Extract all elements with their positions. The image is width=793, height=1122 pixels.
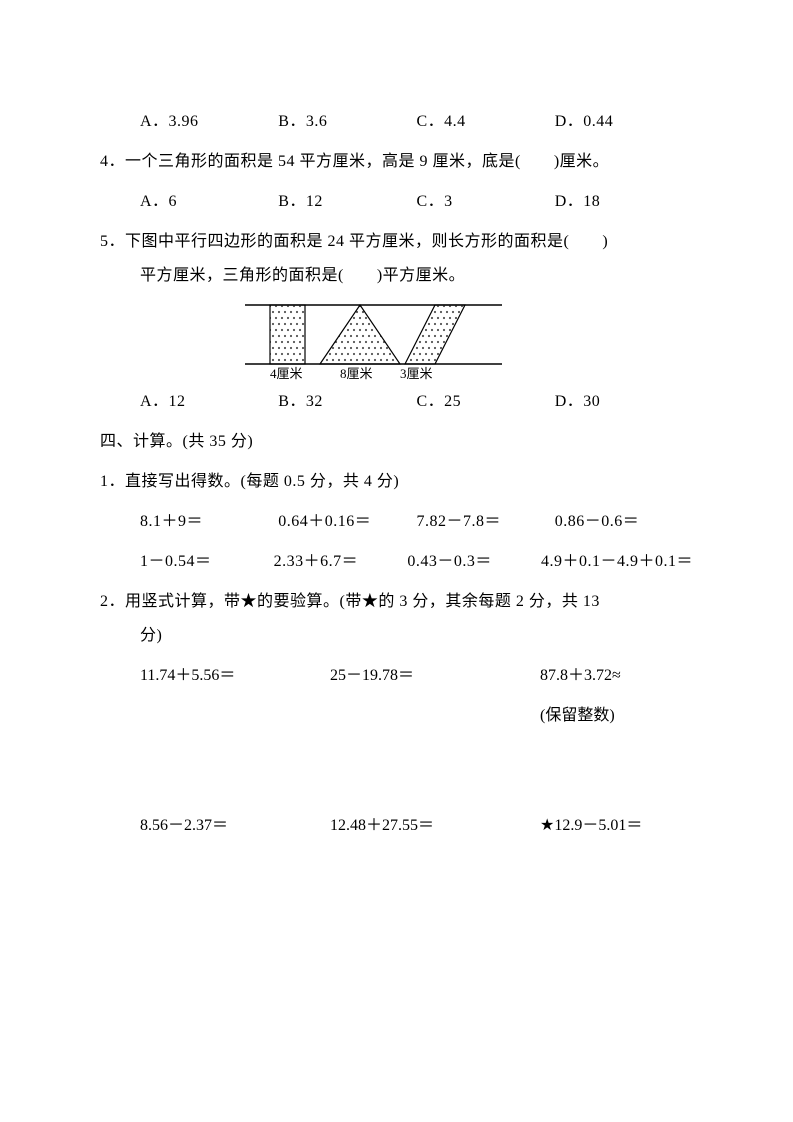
question-5-figure: 4厘米 8厘米 3厘米 bbox=[100, 304, 693, 384]
section-4-p2-heading-line1: 2．用竖式计算，带★的要验算。(带★的 3 分，其余每题 2 分，共 13 bbox=[100, 590, 693, 614]
expr: 8.56－2.37＝ bbox=[140, 814, 330, 838]
column-calc-row-2: 8.56－2.37＝ 12.48＋27.55＝ ★12.9－5.01＝ bbox=[100, 814, 693, 838]
question-5-text-line1: 5．下图中平行四边形的面积是 24 平方厘米，则长方形的面积是( ) bbox=[100, 230, 693, 254]
expr: 11.74＋5.56＝ bbox=[140, 664, 330, 688]
option-d: D．0.44 bbox=[555, 110, 693, 134]
section-4-p2-heading-line2: 分) bbox=[100, 624, 693, 648]
expr: 87.8＋3.72≈ bbox=[540, 664, 621, 688]
expr: 0.64＋0.16＝ bbox=[278, 510, 416, 534]
column-calc-row-1: 11.74＋5.56＝ 25－19.78＝ 87.8＋3.72≈ bbox=[100, 664, 693, 688]
svg-text:3厘米: 3厘米 bbox=[400, 366, 433, 381]
svg-text:4厘米: 4厘米 bbox=[270, 366, 303, 381]
option-c: C．25 bbox=[417, 390, 555, 414]
option-a: A．3.96 bbox=[140, 110, 278, 134]
expr: 7.82－7.8＝ bbox=[417, 510, 555, 534]
expr: 4.9＋0.1－4.9＋0.1＝ bbox=[541, 550, 693, 574]
expr: 8.1＋9＝ bbox=[140, 510, 278, 534]
expr: ★12.9－5.01＝ bbox=[540, 814, 642, 838]
option-b: B．3.6 bbox=[278, 110, 416, 134]
expr: 2.33＋6.7＝ bbox=[274, 550, 408, 574]
section-4-p1-heading: 1．直接写出得数。(每题 0.5 分，共 4 分) bbox=[100, 470, 693, 494]
expr: 0.86－0.6＝ bbox=[555, 510, 693, 534]
question-3-options: A．3.96 B．3.6 C．4.4 D．0.44 bbox=[100, 110, 693, 134]
work-space bbox=[100, 744, 693, 814]
option-b: B．12 bbox=[278, 190, 416, 214]
mental-calc-row-2: 1－0.54＝ 2.33＋6.7＝ 0.43－0.3＝ 4.9＋0.1－4.9＋… bbox=[100, 550, 693, 574]
rounding-note: (保留整数) bbox=[100, 704, 693, 728]
option-d: D．30 bbox=[555, 390, 693, 414]
question-4-options: A．6 B．12 C．3 D．18 bbox=[100, 190, 693, 214]
option-c: C．4.4 bbox=[417, 110, 555, 134]
question-5-options: A．12 B．32 C．25 D．30 bbox=[100, 390, 693, 414]
svg-text:8厘米: 8厘米 bbox=[340, 366, 373, 381]
option-a: A．6 bbox=[140, 190, 278, 214]
option-c: C．3 bbox=[417, 190, 555, 214]
question-4-text: 4．一个三角形的面积是 54 平方厘米，高是 9 厘米，底是( )厘米。 bbox=[100, 150, 693, 174]
expr: 1－0.54＝ bbox=[140, 550, 274, 574]
expr: 0.43－0.3＝ bbox=[407, 550, 541, 574]
question-5-text-line2: 平方厘米，三角形的面积是( )平方厘米。 bbox=[100, 264, 693, 288]
option-d: D．18 bbox=[555, 190, 693, 214]
mental-calc-row-1: 8.1＋9＝ 0.64＋0.16＝ 7.82－7.8＝ 0.86－0.6＝ bbox=[100, 510, 693, 534]
section-4-heading: 四、计算。(共 35 分) bbox=[100, 430, 693, 454]
expr: 12.48＋27.55＝ bbox=[330, 814, 540, 838]
option-a: A．12 bbox=[140, 390, 278, 414]
option-b: B．32 bbox=[278, 390, 416, 414]
expr: 25－19.78＝ bbox=[330, 664, 540, 688]
